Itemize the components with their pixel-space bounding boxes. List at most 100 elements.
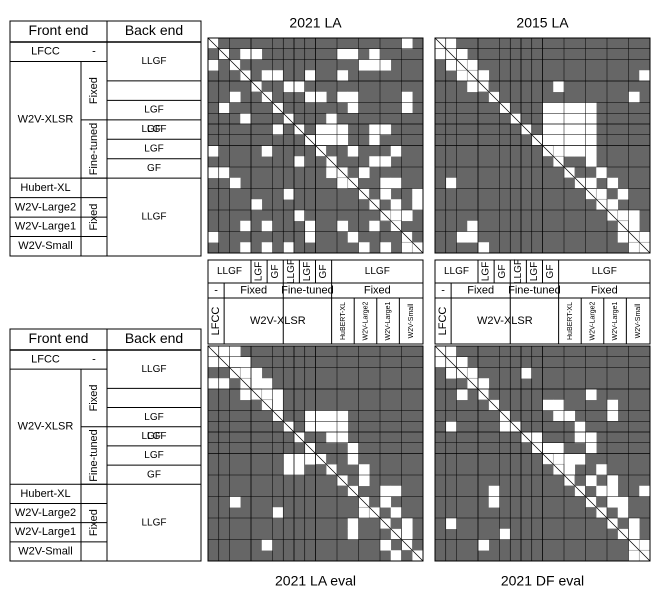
heatmap-cell — [240, 242, 252, 254]
heatmap-cell — [208, 231, 220, 243]
heatmap-cell — [607, 485, 619, 497]
heatmap-cell — [499, 528, 511, 540]
heatmap-cell — [251, 367, 263, 379]
heatmap-cell — [585, 156, 597, 168]
diagonal-stroke — [390, 220, 402, 232]
heatmap-cell — [617, 188, 629, 200]
heatmap-cell — [412, 199, 424, 211]
heatmap-cell — [478, 378, 490, 390]
diagonal-stroke — [488, 399, 500, 411]
heatmap-cell — [283, 81, 295, 93]
legend-back-label: LGF — [529, 262, 540, 281]
heatmap-cell — [467, 81, 479, 93]
heatmap-cell — [208, 145, 220, 157]
table-front-label: W2V-Large1 — [15, 526, 76, 538]
heatmap-title: 2015 LA — [516, 15, 569, 31]
heatmap-cell — [369, 124, 381, 136]
heatmap-frame — [434, 345, 651, 562]
heatmap-cell — [380, 496, 392, 508]
legend-front-label: HuBERT-XL — [567, 302, 574, 340]
heatmap-cell — [347, 528, 359, 540]
heatmap-caption: 2021 LA eval — [275, 573, 356, 589]
heatmap-cell — [574, 145, 586, 157]
legend-front-label: W2V-XLSR — [477, 315, 533, 327]
heatmap-cell — [358, 475, 370, 487]
heatmap-cell — [229, 356, 241, 368]
heatmap-cell — [542, 134, 554, 146]
diagonal-stroke — [563, 166, 575, 178]
heatmap-cell — [564, 453, 576, 465]
heatmap-cell — [251, 48, 263, 60]
table-header-front: Front end — [29, 22, 89, 38]
heatmap-cell — [261, 220, 273, 232]
heatmap-cell — [553, 124, 565, 136]
table-back-label: LGF — [144, 450, 163, 461]
heatmap-cell — [488, 485, 500, 497]
heatmap-cell — [326, 167, 338, 179]
table-header-back: Back end — [125, 22, 183, 38]
legend-back-label: LLGF — [513, 259, 524, 284]
diagonal-stroke — [218, 356, 230, 368]
heatmap-cell — [240, 356, 252, 368]
legend-group-label: Fine-tuned — [281, 284, 334, 296]
heatmap-cell — [585, 475, 597, 487]
diagonal-stroke — [358, 188, 370, 200]
heatmap-cell — [628, 220, 640, 232]
heatmap-cell — [326, 432, 338, 444]
heatmap-cell — [208, 356, 220, 368]
label-table-2: Front end Back end LFCC - W2V-XLSR Hubert-XL W… — [9, 328, 202, 562]
heatmap-title: 2021 LA — [289, 15, 342, 31]
diagonal-stroke — [434, 345, 446, 357]
heatmap-cell — [628, 91, 640, 103]
diagonal-stroke — [326, 464, 338, 476]
legend-front-label: W2V-Large2 — [589, 301, 596, 340]
diagonal-stroke — [467, 378, 479, 390]
label-table-1: Front end Back end LFCC - W2V-XLSR Hubert-XL W… — [9, 20, 202, 257]
heatmap-cell — [229, 177, 241, 189]
heatmap-cell — [326, 421, 338, 433]
table-back-label: GF — [147, 124, 161, 135]
legend-group-label: - — [441, 284, 445, 296]
heatmap-cell — [607, 199, 619, 211]
heatmap-cell — [401, 102, 413, 114]
legend-back-label: LLGF — [365, 266, 390, 277]
heatmap-cell — [358, 59, 370, 71]
heatmap-cell — [445, 518, 457, 530]
heatmap-cell — [585, 432, 597, 444]
heatmap-cell — [435, 48, 447, 60]
diagonal-stroke — [531, 134, 543, 146]
heatmap-cell — [369, 134, 381, 146]
diagonal-stroke — [585, 496, 597, 508]
diagonal-stroke — [293, 123, 305, 135]
heatmap-cell — [369, 220, 381, 232]
heatmap-cell — [628, 518, 640, 530]
legend-back-label: LGF — [481, 262, 492, 281]
heatmap-cell — [445, 177, 457, 189]
diagonal-stroke — [585, 188, 597, 200]
diagonal-stroke — [553, 464, 565, 476]
heatmap-panel-1: 2021 LA — [207, 15, 424, 254]
diagonal-stroke — [477, 388, 489, 400]
heatmap-cell — [337, 421, 349, 433]
heatmap-cell — [456, 231, 468, 243]
heatmap-cell — [369, 59, 381, 71]
heatmap-cell — [337, 124, 349, 136]
heatmap-cell — [542, 102, 554, 114]
heatmap-cell — [467, 367, 479, 379]
diagonal-stroke — [488, 91, 500, 103]
diagonal-stroke — [606, 517, 618, 529]
heatmap-cell — [272, 124, 284, 136]
heatmap-cell — [315, 410, 327, 422]
table-group-label: - — [92, 353, 96, 365]
legend-group-label: Fixed — [364, 284, 391, 296]
heatmap-cell — [208, 378, 220, 390]
heatmap-cell — [617, 210, 629, 222]
heatmap-cell — [585, 389, 597, 401]
diagonal-stroke — [283, 113, 295, 125]
heatmap-cell — [639, 70, 651, 82]
table-back-label: GF — [147, 469, 161, 480]
heatmap-cell — [304, 91, 316, 103]
heatmap-cell — [574, 113, 586, 125]
heatmap-cell — [401, 528, 413, 540]
heatmap-cell — [390, 145, 402, 157]
